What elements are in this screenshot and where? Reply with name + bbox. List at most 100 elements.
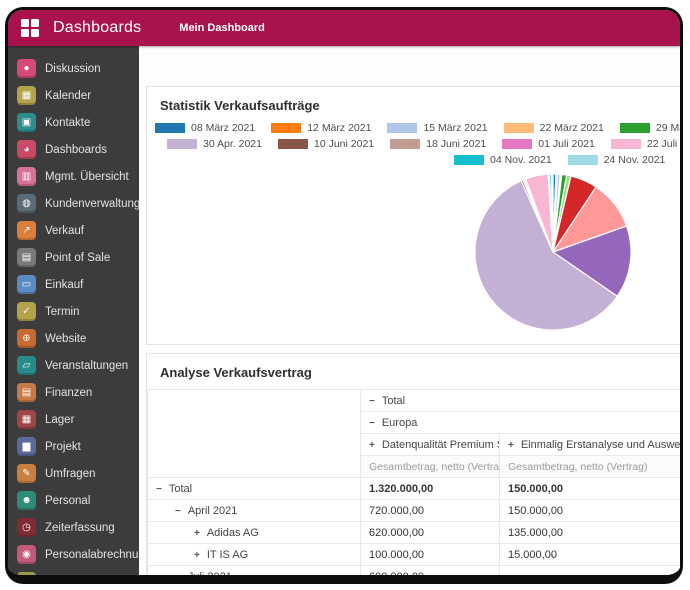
legend-item[interactable]: 22 Juli 2021 <box>610 137 680 150</box>
app-header: Dashboards Mein Dashboard <box>8 10 680 46</box>
pie-slice[interactable] <box>474 180 619 331</box>
pivot-value-cell: 15.000,00 <box>499 543 680 566</box>
legend-label: 30 Apr. 2021 <box>203 137 262 150</box>
legend-row: 04 Nov. 2021 24 Nov. 2021 <box>147 152 680 167</box>
pivot-row: −Juli 2021600.000,00 <box>147 565 680 575</box>
legend-item[interactable]: 08 März 2021 <box>155 122 255 134</box>
sidebar-item-mgmt-bersicht[interactable]: ▥ Mgmt. Übersicht <box>8 163 139 190</box>
sidebar-item-label: Veranstaltungen <box>45 359 129 372</box>
sidebar-item-abwesenheitszeiten[interactable]: ◒Abwesenheitszeiten <box>8 568 139 575</box>
pivot-measure-label: Gesamtbetrag, netto (Vertrag) <box>360 455 500 478</box>
sidebar-item-point-of-sale[interactable]: ▤ Point of Sale <box>8 244 139 271</box>
pie-slice[interactable] <box>551 225 632 298</box>
legend-swatch <box>155 122 185 133</box>
pie-chart[interactable] <box>473 172 633 332</box>
sidebar-item-kalender[interactable]: ▦ Kalender <box>8 82 139 109</box>
sidebar-item-label: Kontakte <box>45 116 91 129</box>
pie-chart-region: 08 März 2021 12 März 2021 15 März 2021 22 M… <box>147 120 680 332</box>
sidebar-item-kontakte[interactable]: ▣ Kontakte <box>8 109 139 136</box>
apps-grid-icon[interactable] <box>21 19 39 37</box>
sidebar-item-personal[interactable]: ☻ Personal <box>8 487 139 514</box>
sidebar-item-einkauf[interactable]: ▭ Einkauf <box>8 271 139 298</box>
pivot-value-cell: 720.000,00 <box>360 499 500 522</box>
legend-label: 22 Juli 2021 <box>646 137 680 150</box>
pivot-value-cell <box>499 565 680 575</box>
legend-item[interactable]: 30 Apr. 2021 <box>167 138 262 150</box>
sidebar-item-label: Kundenverwaltung <box>45 197 139 210</box>
legend-item[interactable]: 04 Nov. 2021 <box>454 154 552 166</box>
legend-item[interactable]: 22 März 2021 <box>503 121 604 134</box>
sidebar-item-diskussion[interactable]: ● Diskussion <box>8 55 139 82</box>
collapse-icon: − <box>156 483 162 495</box>
sidebar-item-projekt[interactable]: ▆ Projekt <box>8 433 139 460</box>
sidebar-item-finanzen[interactable]: ▤ Finanzen <box>8 379 139 406</box>
finance-icon: ▤ <box>17 383 36 402</box>
legend-swatch <box>503 122 534 133</box>
pivot-row-header[interactable]: + IT IS AG <box>147 543 361 566</box>
main-layout: ● Diskussion ▦ Kalender ▣ Kontakte ◕ Dashboards… <box>8 46 680 575</box>
pivot-row: − April 2021 720.000,00 150.000,00 <box>147 499 680 522</box>
pivot-card-title: Analyse Verkaufsvertrag <box>160 365 312 380</box>
sidebar-item-verkauf[interactable]: ↗ Verkauf <box>8 217 139 244</box>
sidebar-item-lager[interactable]: ▦ Lager <box>8 406 139 433</box>
menu-mein-dashboard[interactable]: Mein Dashboard <box>179 22 265 34</box>
sidebar-item-umfragen[interactable]: ✎ Umfragen <box>8 460 139 487</box>
sidebar-item-label: Kalender <box>45 89 92 102</box>
pivot-value-cell: 150.000,00 <box>499 499 680 522</box>
legend-item[interactable]: 12 März 2021 <box>271 122 371 134</box>
sidebar-item-label: Projekt <box>45 440 81 453</box>
contacts-icon: ▣ <box>17 113 36 132</box>
legend-label: 12 März 2021 <box>307 121 372 134</box>
legend-item[interactable]: 18 Juni 2021 <box>390 138 486 150</box>
sidebar-item-label: Finanzen <box>45 386 93 399</box>
sidebar-item-personalabrechnung[interactable]: ◉ Personalabrechnung <box>8 541 139 568</box>
timesheet-icon: ◷ <box>17 518 36 537</box>
legend-item[interactable]: 29 März 2021 <box>619 122 680 134</box>
timeoff-icon: ◒ <box>17 572 36 575</box>
crm-icon: ◍ <box>17 194 36 213</box>
sidebar-item-website[interactable]: ⊕ Website <box>8 325 139 352</box>
sidebar-item-label: Zeiterfassung <box>45 521 115 534</box>
sidebar-item-kundenverwaltung[interactable]: ◍ Kundenverwaltung <box>8 190 139 217</box>
sidebar-item-veranstaltungen[interactable]: ▱ Veranstaltungen <box>8 352 139 379</box>
pivot-col-header[interactable]: +Datenqualität Premium Service <box>360 433 500 456</box>
sidebar-item-dashboards[interactable]: ◕ Dashboards <box>8 136 139 163</box>
pivot-value-cell: 135.000,00 <box>499 521 680 544</box>
chat-icon: ● <box>17 59 36 78</box>
pivot-row-header[interactable]: − April 2021 <box>147 499 361 522</box>
pie-slice[interactable] <box>550 173 554 253</box>
payroll-icon: ◉ <box>17 545 36 564</box>
app-title: Dashboards <box>53 19 142 36</box>
collapse-icon: − <box>369 395 375 407</box>
legend-swatch <box>502 138 533 149</box>
pie-legend: 08 März 2021 12 März 2021 15 März 2021 22 M… <box>147 120 680 167</box>
pivot-row-header[interactable]: − Total <box>147 477 361 500</box>
pivot-table: −Total−Europa+Datenqualität Premium Serv… <box>147 389 680 575</box>
legend-item[interactable]: 15 März 2021 <box>387 122 488 134</box>
pivot-col-group-total[interactable]: − Total <box>360 389 680 412</box>
pivot-col-header[interactable]: +Einmalig Erstanalyse und Auswertung <box>499 433 680 456</box>
pivot-value-cell: 600.000,00 <box>360 565 500 575</box>
pivot-row-header[interactable]: −Juli 2021 <box>147 565 361 575</box>
collapse-icon: − <box>369 417 375 429</box>
sidebar-item-label: Lager <box>45 413 75 426</box>
legend-label: 22 März 2021 <box>539 121 604 134</box>
pivot-row-header[interactable]: + Adidas AG <box>147 521 361 544</box>
legend-item[interactable]: 01 Juli 2021 <box>502 138 595 150</box>
legend-swatch <box>619 122 650 133</box>
app-window: Dashboards Mein Dashboard ● Diskussion ▦ Ka… <box>5 7 683 584</box>
legend-label: 10 Juni 2021 <box>313 137 375 150</box>
pivot-col-group-europa[interactable]: − Europa <box>360 411 680 434</box>
sidebar: ● Diskussion ▦ Kalender ▣ Kontakte ◕ Dashboards… <box>8 46 139 575</box>
sidebar-item-zeiterfassung[interactable]: ◷ Zeiterfassung <box>8 514 139 541</box>
surveys-icon: ✎ <box>17 464 36 483</box>
legend-item[interactable]: 10 Juni 2021 <box>277 137 375 150</box>
legend-swatch <box>277 138 308 149</box>
sidebar-item-label: Personalabrechnung <box>45 548 139 561</box>
legend-label: 08 März 2021 <box>191 121 256 134</box>
sales-icon: ↗ <box>17 221 36 240</box>
legend-item[interactable]: 24 Nov. 2021 <box>567 154 665 166</box>
sidebar-item-termin[interactable]: ✓ Termin <box>8 298 139 325</box>
legend-swatch <box>567 154 598 165</box>
sidebar-item-label: Personal <box>45 494 91 507</box>
